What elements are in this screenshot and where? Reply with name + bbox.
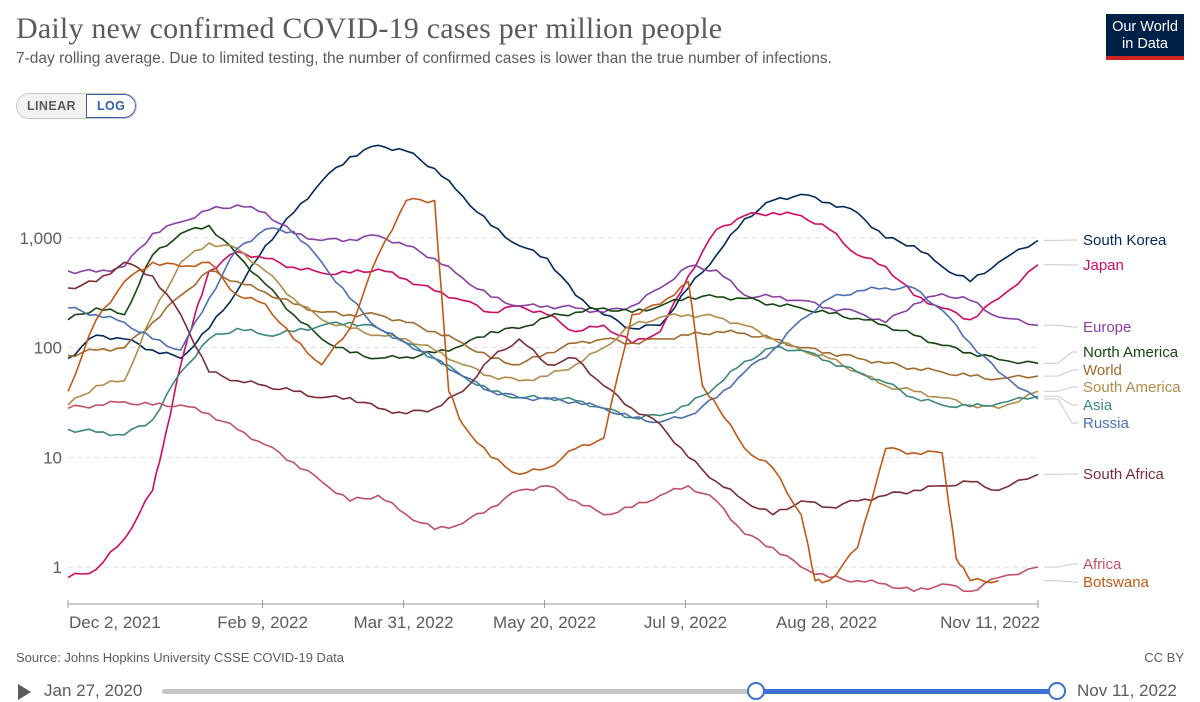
legend-label-south-africa: South Africa (1083, 466, 1165, 483)
series-line-russia (67, 227, 1039, 424)
legend-label-asia: Asia (1083, 397, 1113, 414)
x-tick-label: May 20, 2022 (493, 613, 596, 632)
timeline-end-handle[interactable] (1048, 682, 1066, 700)
logo-line-1: Our World (1112, 19, 1178, 35)
legend-label-russia: Russia (1083, 415, 1130, 432)
log-scale-button[interactable]: LOG (85, 94, 137, 118)
legend-label-europe: Europe (1083, 319, 1131, 336)
timeline: Jan 27, 2020 Nov 11, 2022 (0, 678, 1200, 702)
legend-connector (1044, 398, 1078, 424)
timeline-start-label: Jan 27, 2020 (44, 681, 143, 700)
play-icon[interactable] (18, 684, 31, 700)
chart-subtitle: 7-day rolling average. Due to limited te… (16, 50, 832, 67)
legend-connector (1044, 351, 1078, 364)
series-line-europe (67, 204, 1039, 327)
y-tick-label: 10 (43, 448, 62, 467)
series-line-asia (67, 321, 1039, 437)
y-tick-label: 1,000 (19, 229, 62, 248)
chart-title: Daily new confirmed COVID-19 cases per m… (16, 12, 723, 45)
x-tick-label: Aug 28, 2022 (776, 613, 877, 632)
linear-scale-button[interactable]: LINEAR (17, 94, 86, 118)
series-line-botswana (67, 197, 999, 584)
legend-connector (1044, 580, 1078, 583)
series-line-world (67, 270, 1039, 381)
x-tick-label: Nov 11, 2022 (940, 613, 1040, 632)
line-chart: 1 10 100 1,000 Dec 2, 2021 Feb 9, 2022 Mar 31,… (19, 144, 1181, 632)
legend-label-north-america: North America (1083, 344, 1179, 361)
y-tick-label: 1 (53, 558, 62, 577)
license-link[interactable]: CC BY (1144, 650, 1184, 665)
legend-label-south-america: South America (1083, 379, 1181, 396)
logo-line-2: in Data (1122, 36, 1168, 52)
owid-logo[interactable]: Our World in Data (1106, 14, 1184, 60)
legend-label-japan: Japan (1083, 257, 1124, 274)
timeline-selection[interactable] (755, 689, 1057, 694)
legend-label-world: World (1083, 362, 1122, 379)
series-line-africa (67, 400, 1039, 593)
x-tick-label: Jul 9, 2022 (644, 613, 727, 632)
legend-connector (1044, 369, 1078, 377)
x-tick-label: Dec 2, 2021 (69, 613, 161, 632)
scale-toggle[interactable]: LINEAR LOG (16, 93, 138, 119)
legend-label-africa: Africa (1083, 556, 1122, 573)
legend-connector (1044, 324, 1078, 328)
x-tick-label: Feb 9, 2022 (217, 613, 308, 632)
series-line-south-africa (67, 261, 1039, 516)
timeline-end-label: Nov 11, 2022 (1077, 681, 1177, 700)
legend-connector (1044, 395, 1078, 406)
x-tick-label: Mar 31, 2022 (353, 613, 453, 632)
legend-connector (1044, 563, 1078, 568)
source-note: Source: Johns Hopkins University CSSE CO… (16, 650, 345, 665)
y-tick-label: 100 (34, 339, 62, 358)
legend-connector (1044, 386, 1078, 392)
legend-label-south-korea: South Korea (1083, 232, 1167, 249)
timeline-track[interactable] (162, 689, 1058, 694)
legend-label-botswana: Botswana (1083, 574, 1150, 591)
series-line-south-korea (67, 144, 1039, 360)
timeline-start-handle[interactable] (747, 682, 765, 700)
series-line-north-america (67, 224, 1039, 365)
